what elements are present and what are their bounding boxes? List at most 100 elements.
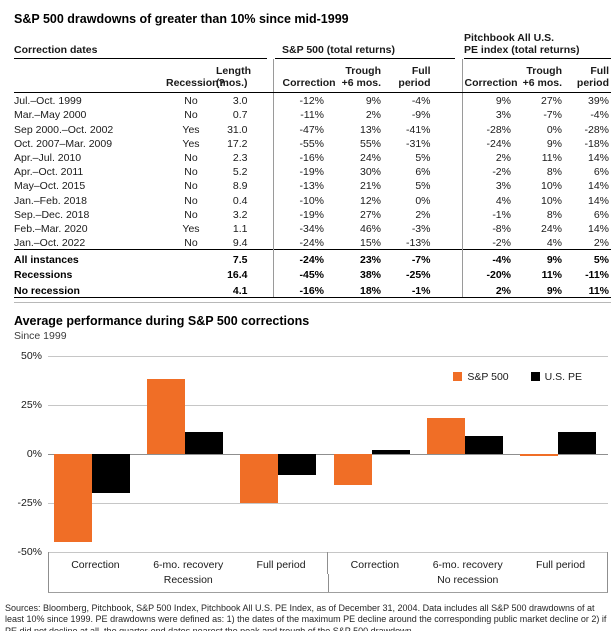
sp-value-cell: -24%	[272, 234, 333, 250]
y-axis-label: -25%	[17, 496, 42, 509]
recession-cell: Yes	[182, 222, 200, 235]
bar-sp500	[520, 453, 559, 456]
length-cell: 8.9	[232, 180, 248, 193]
x-category-label: 6-mo. recovery	[432, 558, 503, 571]
uspe-swatch-icon	[530, 372, 540, 382]
sp-full-header: Full period	[383, 59, 462, 93]
recession-cell: No	[184, 194, 198, 207]
pe-value-cell: 3%	[461, 178, 513, 193]
gridline	[48, 355, 608, 357]
dates-cell: Sep 2000.–Oct. 2002	[14, 123, 114, 136]
sp500-swatch-icon	[453, 372, 463, 382]
sp-value-cell: -16%	[272, 149, 333, 164]
table-row: Apr.–Jul. 2010 No 2.3 -16% 24% 5% 2% 11% 14%	[14, 149, 611, 164]
chart-title: Average performance during S&P 500 corre…	[14, 313, 310, 328]
recession-cell: No	[184, 95, 198, 108]
length-cell: 0.7	[232, 109, 248, 122]
sp-value-cell: 0%	[415, 194, 431, 207]
length-cell: 17.2	[227, 137, 248, 150]
bar-us-pe	[91, 453, 130, 493]
sp-value-cell: 21%	[359, 180, 381, 193]
dates-cell: Jan.–Oct. 2022	[14, 237, 86, 250]
pe-value-cell: 9%	[546, 137, 562, 150]
y-axis-label: 50%	[20, 349, 42, 362]
length-cell: 2.3	[232, 151, 248, 164]
sp-value-cell: 55%	[359, 137, 381, 150]
sp-value-cell: 5%	[415, 151, 431, 164]
sp-value-cell: -19%	[272, 206, 333, 221]
pe-value-cell: 11%	[541, 269, 562, 282]
group-header-row: Correction dates S&P 500 (total returns)…	[14, 29, 611, 59]
dates-cell: Recessions	[14, 269, 73, 282]
table-row: Jan.–Feb. 2018 No 0.4 -10% 12% 0% 4% 10% 14%	[14, 192, 611, 207]
pe-value-cell: 8%	[546, 208, 562, 221]
sp-value-cell: -11%	[272, 107, 333, 122]
bar-us-pe	[185, 432, 223, 454]
pe-value-cell: -7%	[543, 109, 562, 122]
legend-label-sp500: S&P 500	[467, 370, 509, 383]
sp-value-cell: 5%	[415, 180, 431, 193]
dates-cell: Mar.–May 2000	[14, 109, 87, 122]
pe-value-cell: 5%	[564, 249, 611, 266]
length-cell: 9.4	[232, 237, 248, 250]
length-cell: 5.2	[232, 166, 248, 179]
pe-value-cell: -11%	[585, 269, 609, 282]
x-category-label: Correction	[327, 551, 421, 574]
sp-value-cell: -3%	[411, 222, 431, 235]
sp-value-cell: 24%	[359, 151, 381, 164]
y-axis-label: 0%	[26, 447, 42, 460]
pe-correction-header: Correction	[461, 59, 518, 93]
sp-value-cell: -13%	[405, 237, 431, 250]
dates-cell: Oct. 2007–Mar. 2009	[14, 137, 113, 150]
pe-value-cell: 24%	[540, 222, 562, 235]
pe-value-cell: 14%	[587, 151, 609, 164]
table-row: Oct. 2007–Mar. 2009 Yes 17.2 -55% 55% -31% -24…	[14, 135, 611, 150]
pe-value-cell: 3%	[461, 107, 513, 122]
pe-value-cell: 9%	[461, 92, 513, 108]
sub-header-row: Recession? Length (mos.) Correction Trou…	[14, 59, 611, 93]
length-cell: 16.4	[227, 269, 248, 282]
x-category-label: Correction	[71, 558, 120, 571]
bar-us-pe	[558, 432, 597, 454]
sp-value-cell: -25%	[405, 269, 431, 282]
sp-value-cell: -4%	[411, 95, 431, 108]
bar-sp500	[240, 453, 279, 503]
pe-value-cell: 2%	[461, 149, 513, 164]
sp-value-cell: 12%	[359, 194, 381, 207]
sp-value-cell: 2%	[365, 109, 381, 122]
source-note: Sources: Bloomberg, Pitchbook, S&P 500 I…	[5, 602, 607, 631]
pe-value-cell: -2%	[461, 234, 513, 250]
pe-value-cell: 27%	[540, 95, 562, 108]
drawdowns-table: Correction dates S&P 500 (total returns)…	[14, 29, 611, 298]
table-row: No recession 4.1 -16% 18% -1% 2% 9% 11%	[14, 281, 611, 298]
pe-value-cell: 4%	[546, 237, 562, 250]
recession-cell	[166, 281, 216, 298]
dates-cell: Jul.–Oct. 1999	[14, 95, 82, 108]
length-cell: 1.1	[232, 222, 248, 235]
recession-cell: No	[184, 166, 198, 179]
sp-value-cell: -1%	[383, 281, 462, 298]
bar-chart: S&P 500 U.S. PE Correction 6-mo. recovery…	[0, 350, 615, 594]
pe-value-cell: -24%	[461, 135, 513, 150]
length-cell: 7.5	[216, 249, 273, 266]
table-title: S&P 500 drawdowns of greater than 10% si…	[14, 12, 349, 26]
table-row: Jan.–Oct. 2022 No 9.4 -24% 15% -13% -2% 4% 2%	[14, 234, 611, 250]
pe-full-header: Full period	[564, 59, 611, 93]
pe-value-cell: -28%	[584, 123, 609, 136]
pe-value-cell: 9%	[513, 249, 564, 266]
sp-value-cell: 2%	[415, 208, 431, 221]
pe-value-cell: 10%	[540, 180, 562, 193]
pe-value-cell: -18%	[584, 137, 609, 150]
table-row: Mar.–May 2000 No 0.7 -11% 2% -9% 3% -7% -4%	[14, 107, 611, 122]
pe-value-cell: -20%	[461, 265, 513, 282]
bar-sp500	[53, 453, 92, 542]
table-row: Sep 2000.–Oct. 2002 Yes 31.0 -47% 13% -41% -28…	[14, 121, 611, 136]
bar-sp500	[333, 453, 372, 485]
length-cell: 3.2	[232, 208, 248, 221]
table-row: Sep.–Dec. 2018 No 3.2 -19% 27% 2% -1% 8% 6%	[14, 206, 611, 221]
dates-cell: Apr.–Jul. 2010	[14, 151, 82, 164]
x-group-label: Recession	[163, 573, 213, 586]
plot-area: S&P 500 U.S. PE	[48, 355, 608, 553]
sp-value-cell: -47%	[272, 121, 333, 136]
pe-value-cell: -4%	[461, 249, 513, 266]
